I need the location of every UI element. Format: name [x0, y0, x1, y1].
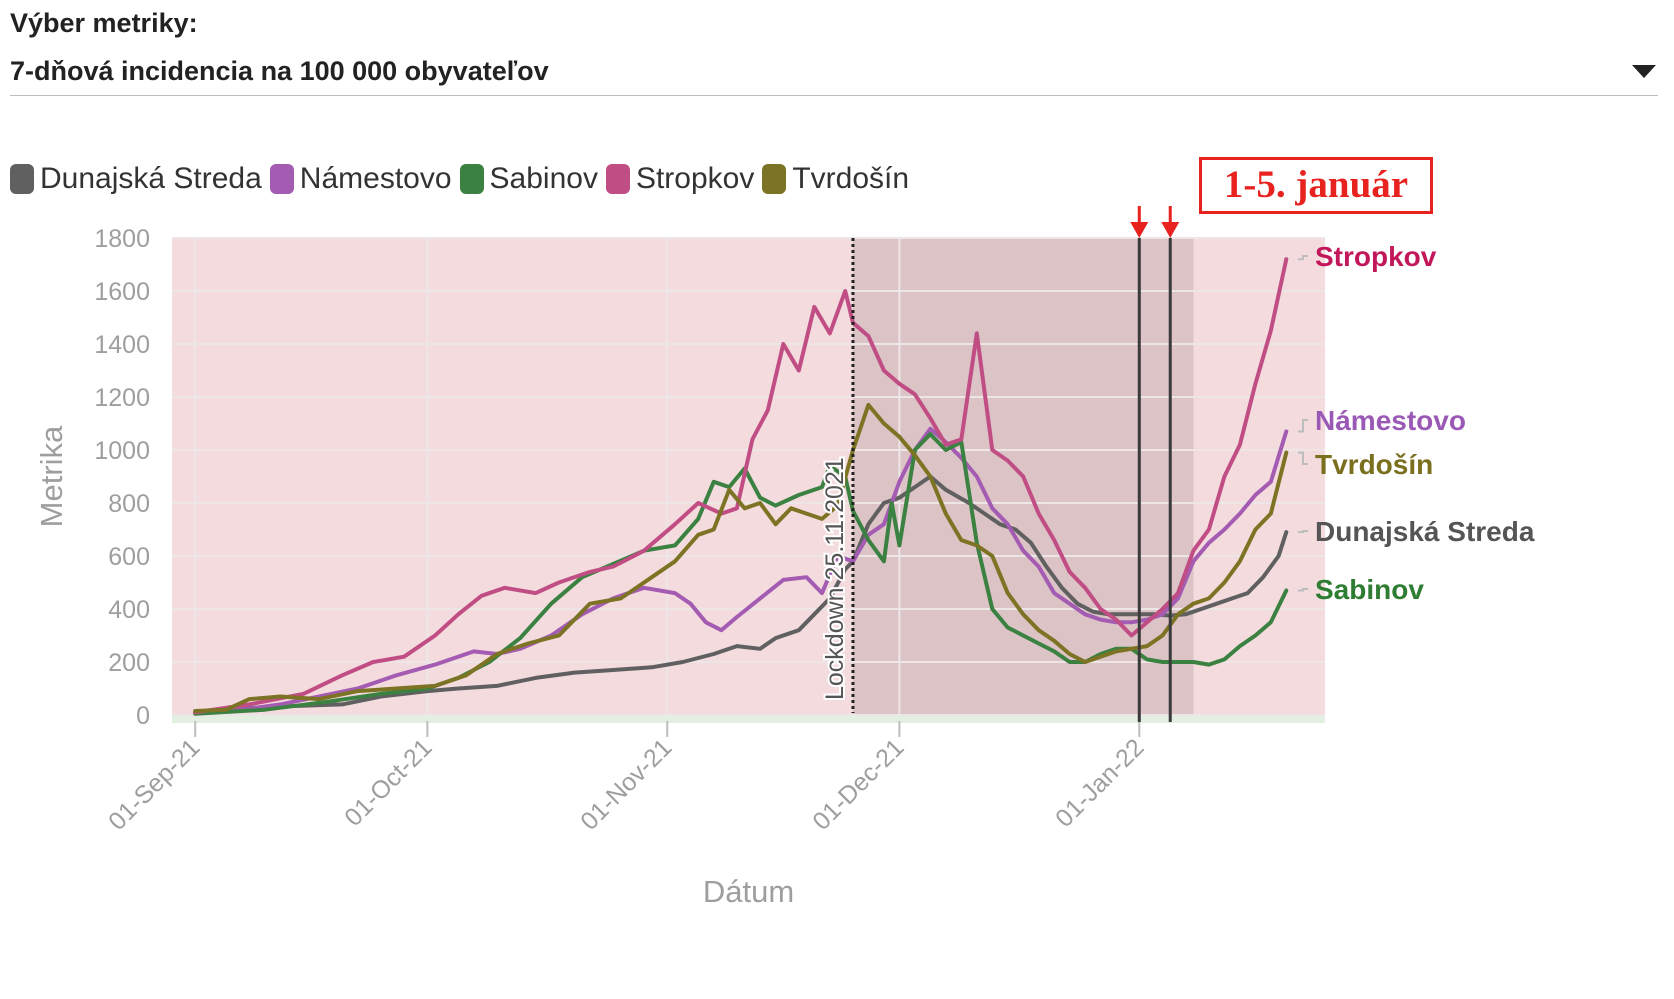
metric-dropdown-value: 7-dňová incidencia na 100 000 obyvateľov: [10, 56, 549, 86]
series-end-label: Stropkov: [1315, 241, 1437, 272]
end-label-leader: [1298, 588, 1308, 592]
y-tick-label: 1000: [94, 437, 150, 465]
series-end-label: Tvrdošín: [1315, 449, 1433, 480]
y-tick-label: 200: [108, 649, 150, 677]
series-end-label: Námestovo: [1315, 405, 1466, 436]
legend-item[interactable]: Sabinov: [459, 162, 598, 196]
y-tick-label: 0: [136, 702, 150, 730]
end-label-leader: [1298, 451, 1308, 465]
series-line: [193, 257, 1289, 715]
arrow-down-icon: [1161, 222, 1180, 238]
legend-label: Dunajská Streda: [40, 162, 262, 195]
legend-swatch: [269, 164, 294, 194]
x-tick-label: 01-Oct-21: [339, 733, 437, 831]
x-tick-label: 01-Dec-21: [807, 733, 909, 835]
metric-selector: Výber metriky: 7-dňová incidencia na 100…: [10, 8, 1670, 96]
end-label-leader: [1298, 530, 1308, 534]
y-axis-title: Metrika: [34, 425, 69, 527]
x-axis-title: Dátum: [703, 874, 794, 909]
end-label-leader: [1298, 255, 1308, 261]
y-tick-label: 1400: [94, 331, 150, 359]
legend-label: Sabinov: [489, 162, 598, 195]
baseline-band: [172, 715, 1325, 723]
x-tick-label: 01-Nov-21: [575, 733, 677, 835]
lockdown-label: Lockdown 25.11.2021: [821, 457, 849, 700]
legend-swatch: [605, 164, 630, 194]
legend-swatch: [10, 164, 34, 194]
annotation-box: 1-5. január: [1199, 157, 1433, 214]
legend-label: Stropkov: [635, 162, 755, 195]
series-end-label: Sabinov: [1315, 574, 1424, 605]
y-tick-label: 600: [108, 543, 150, 571]
y-tick-label: 1600: [94, 278, 150, 306]
legend-item[interactable]: Stropkov: [605, 162, 755, 196]
y-tick-label: 1200: [94, 384, 150, 412]
arrow-down-icon: [1130, 222, 1149, 238]
chart-legend: Dunajská Streda Námestovo Sabinov Stropkov T…: [10, 162, 917, 196]
series-line: [193, 432, 1289, 716]
metric-dropdown[interactable]: 7-dňová incidencia na 100 000 obyvateľov: [10, 49, 1658, 96]
legend-item[interactable]: Námestovo: [269, 162, 452, 196]
y-tick-label: 1800: [94, 225, 150, 253]
y-tick-label: 800: [108, 490, 150, 518]
legend-item[interactable]: Dunajská Streda: [10, 162, 262, 196]
legend-item[interactable]: Tvrdošín: [762, 162, 909, 196]
x-tick-label: 01-Jan-22: [1050, 733, 1149, 832]
metric-selector-label: Výber metriky:: [10, 8, 198, 38]
end-label-leader: [1298, 419, 1308, 433]
legend-label: Námestovo: [299, 162, 452, 195]
x-tick-label: 01-Sep-21: [103, 733, 205, 835]
y-tick-label: 400: [108, 596, 150, 624]
series-end-label: Dunajská Streda: [1315, 516, 1535, 547]
caret-down-icon[interactable]: [1632, 65, 1656, 78]
legend-label: Tvrdošín: [792, 162, 910, 195]
series-line: [193, 402, 1289, 713]
legend-swatch: [459, 164, 484, 194]
legend-swatch: [762, 164, 787, 194]
